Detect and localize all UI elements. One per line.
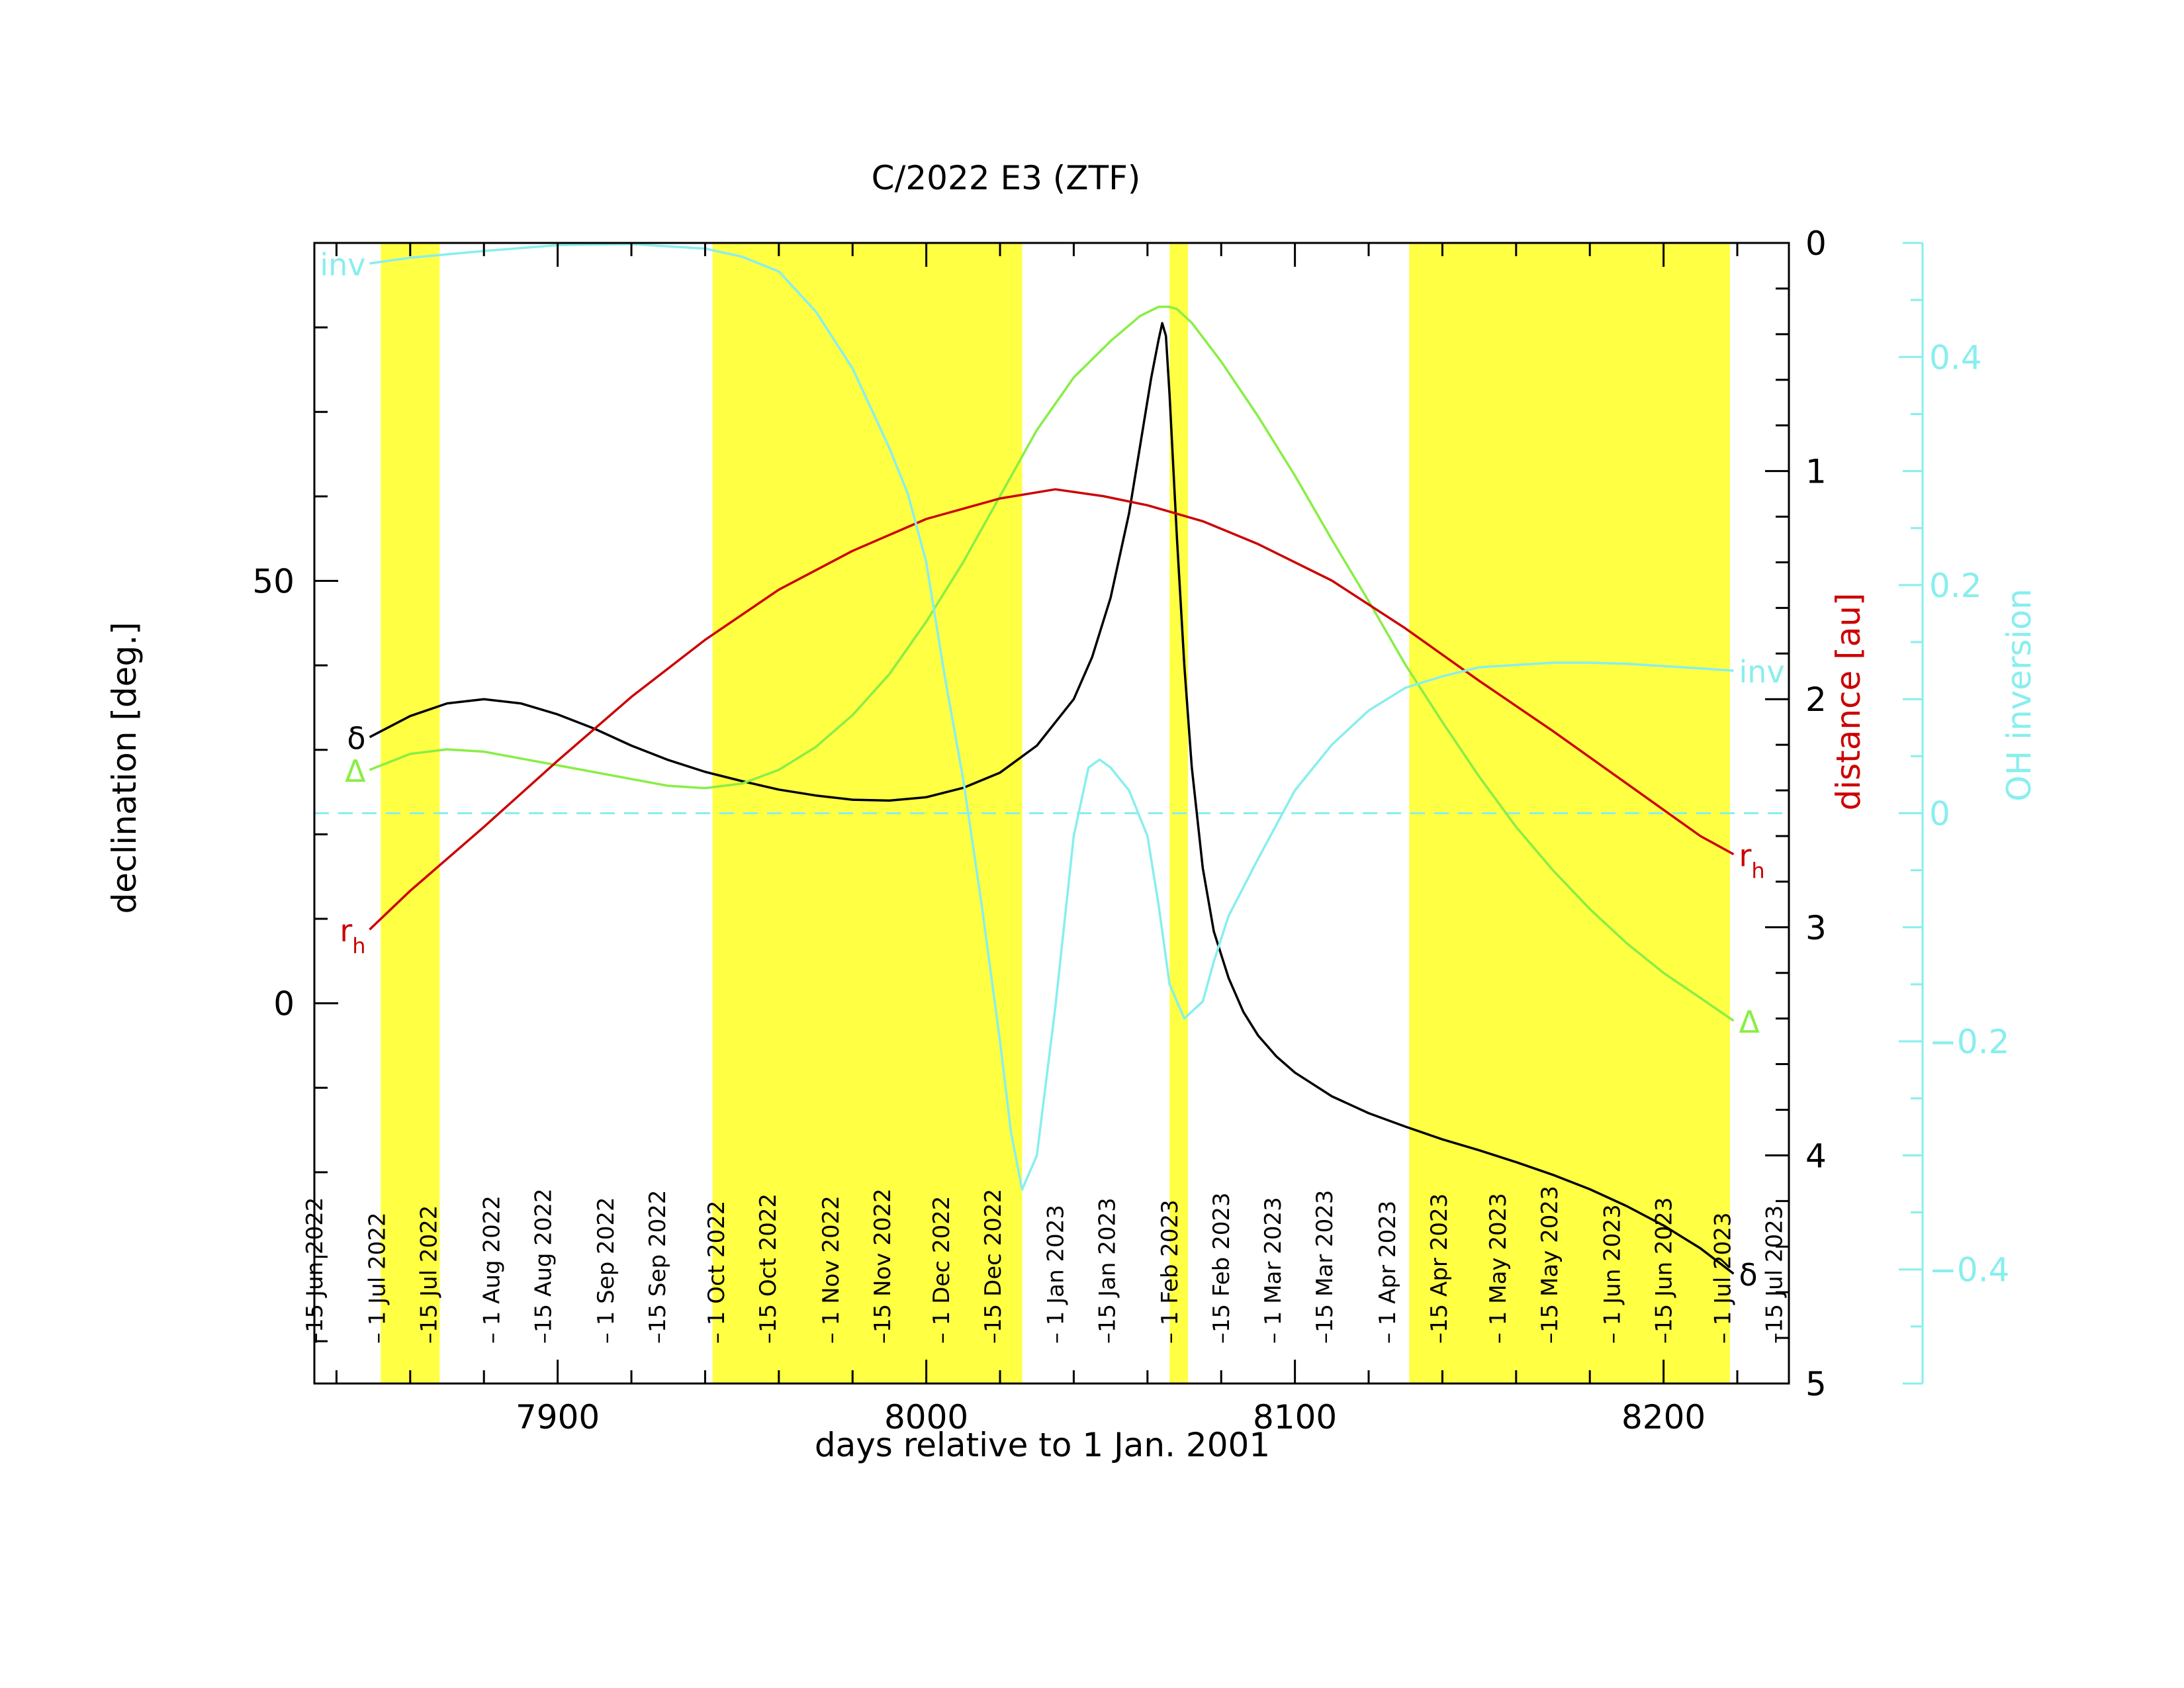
date-label: –15 Jul 2022: [416, 1205, 443, 1344]
date-label: –15 Feb 2023: [1208, 1192, 1235, 1344]
date-label: –15 Jun 2023: [1651, 1197, 1678, 1344]
date-label: – 1 May 2023: [1485, 1193, 1512, 1344]
distance-tick-label: 0: [1805, 224, 1827, 263]
x-tick-label: 8100: [1253, 1398, 1337, 1436]
x-tick-label: 8000: [884, 1398, 968, 1436]
series-label-Δ: Δ: [345, 753, 366, 789]
date-label: –15 Apr 2023: [1426, 1194, 1453, 1344]
oh-tick-label: −0.2: [1929, 1023, 2009, 1061]
date-label: – 1 Jun 2023: [1600, 1204, 1626, 1344]
distance-axis-label: distance [au]: [1829, 592, 1868, 810]
date-label: –15 Oct 2022: [755, 1194, 782, 1344]
date-label: – 1 Apr 2023: [1375, 1201, 1401, 1344]
date-label: –15 Aug 2022: [530, 1188, 557, 1344]
date-labels: –15 Jun 2022 – 1 Jul 2022 –15 Jul 2022 – 1 …: [302, 1186, 1788, 1344]
series-label-rh: rh: [340, 913, 365, 959]
distance-tick-label: 2: [1805, 680, 1827, 719]
date-label: – 1 Jan 2023: [1043, 1205, 1069, 1344]
series-Δ-line: [369, 305, 1735, 1022]
series-label-δ: δ: [1739, 1257, 1757, 1293]
date-label: – 1 Dec 2022: [929, 1196, 955, 1344]
x-axis-label: days relative to 1 Jan. 2001: [815, 1426, 1270, 1464]
series-label-δ: δ: [347, 721, 365, 757]
oh-tick-label: −0.4: [1929, 1251, 2009, 1289]
series-label-inv: inv: [320, 247, 365, 283]
oh-tick-label: 0.2: [1929, 567, 1982, 605]
declination-tick-label: 50: [252, 563, 295, 601]
distance-tick-label: 1: [1805, 453, 1827, 491]
date-label: – 1 Feb 2023: [1157, 1199, 1183, 1344]
oh-inversion-axis: −0.4 −0.2 0 0.2 0.4: [1899, 242, 2009, 1385]
declination-tick-label: 0: [273, 985, 295, 1023]
plot-frame: [313, 242, 1790, 1385]
series-label-inv: inv: [1739, 654, 1784, 690]
x-axis: 7900 8000 8100 8200: [335, 243, 1739, 1436]
date-label: –15 May 2023: [1537, 1186, 1563, 1344]
distance-axis: 0 1 2 3 4 5: [1765, 224, 1827, 1403]
date-label: – 1 Jul 2023: [1710, 1212, 1737, 1344]
date-label: –15 Nov 2022: [870, 1188, 896, 1344]
date-label: – 1 Oct 2022: [704, 1201, 730, 1344]
series-rh-line: [369, 488, 1735, 931]
x-tick-label: 8200: [1621, 1398, 1706, 1436]
series-inv-line: [369, 242, 1734, 1191]
series-layer: [369, 242, 1735, 1275]
x-tick-label: 7900: [516, 1398, 600, 1436]
series-label-subscript: h: [352, 933, 365, 959]
date-label: – 1 Aug 2022: [478, 1196, 505, 1344]
series-label-subscript: h: [1751, 859, 1764, 884]
date-label: – 1 Nov 2022: [818, 1196, 844, 1344]
date-label: – 1 Sep 2022: [593, 1197, 619, 1344]
date-label: – 1 Jul 2022: [365, 1212, 391, 1344]
chart-title: C/2022 E3 (ZTF): [872, 159, 1141, 197]
oh-tick-label: 0: [1929, 795, 1950, 833]
date-label: –15 Jul 2023: [1762, 1205, 1788, 1344]
oh-tick-label: 0.4: [1929, 338, 1982, 377]
declination-axis: 0 50: [252, 242, 338, 1342]
date-label: –15 Dec 2022: [980, 1189, 1007, 1344]
declination-axis-label: declination [deg.]: [105, 622, 144, 914]
distance-tick-label: 5: [1805, 1365, 1827, 1403]
date-label: –15 Jan 2023: [1095, 1197, 1121, 1344]
date-label: – 1 Mar 2023: [1260, 1197, 1287, 1344]
date-label: –15 Jun 2022: [302, 1197, 328, 1344]
series-δ-line: [369, 322, 1735, 1275]
distance-tick-label: 3: [1805, 909, 1827, 947]
series-label-Δ: Δ: [1739, 1004, 1760, 1040]
series-label-rh: rh: [1739, 838, 1764, 884]
distance-tick-label: 4: [1805, 1137, 1827, 1175]
date-label: –15 Sep 2022: [645, 1190, 671, 1344]
date-label: –15 Mar 2023: [1312, 1190, 1338, 1344]
oh-inversion-axis-label: OH inversion: [2000, 588, 2038, 802]
